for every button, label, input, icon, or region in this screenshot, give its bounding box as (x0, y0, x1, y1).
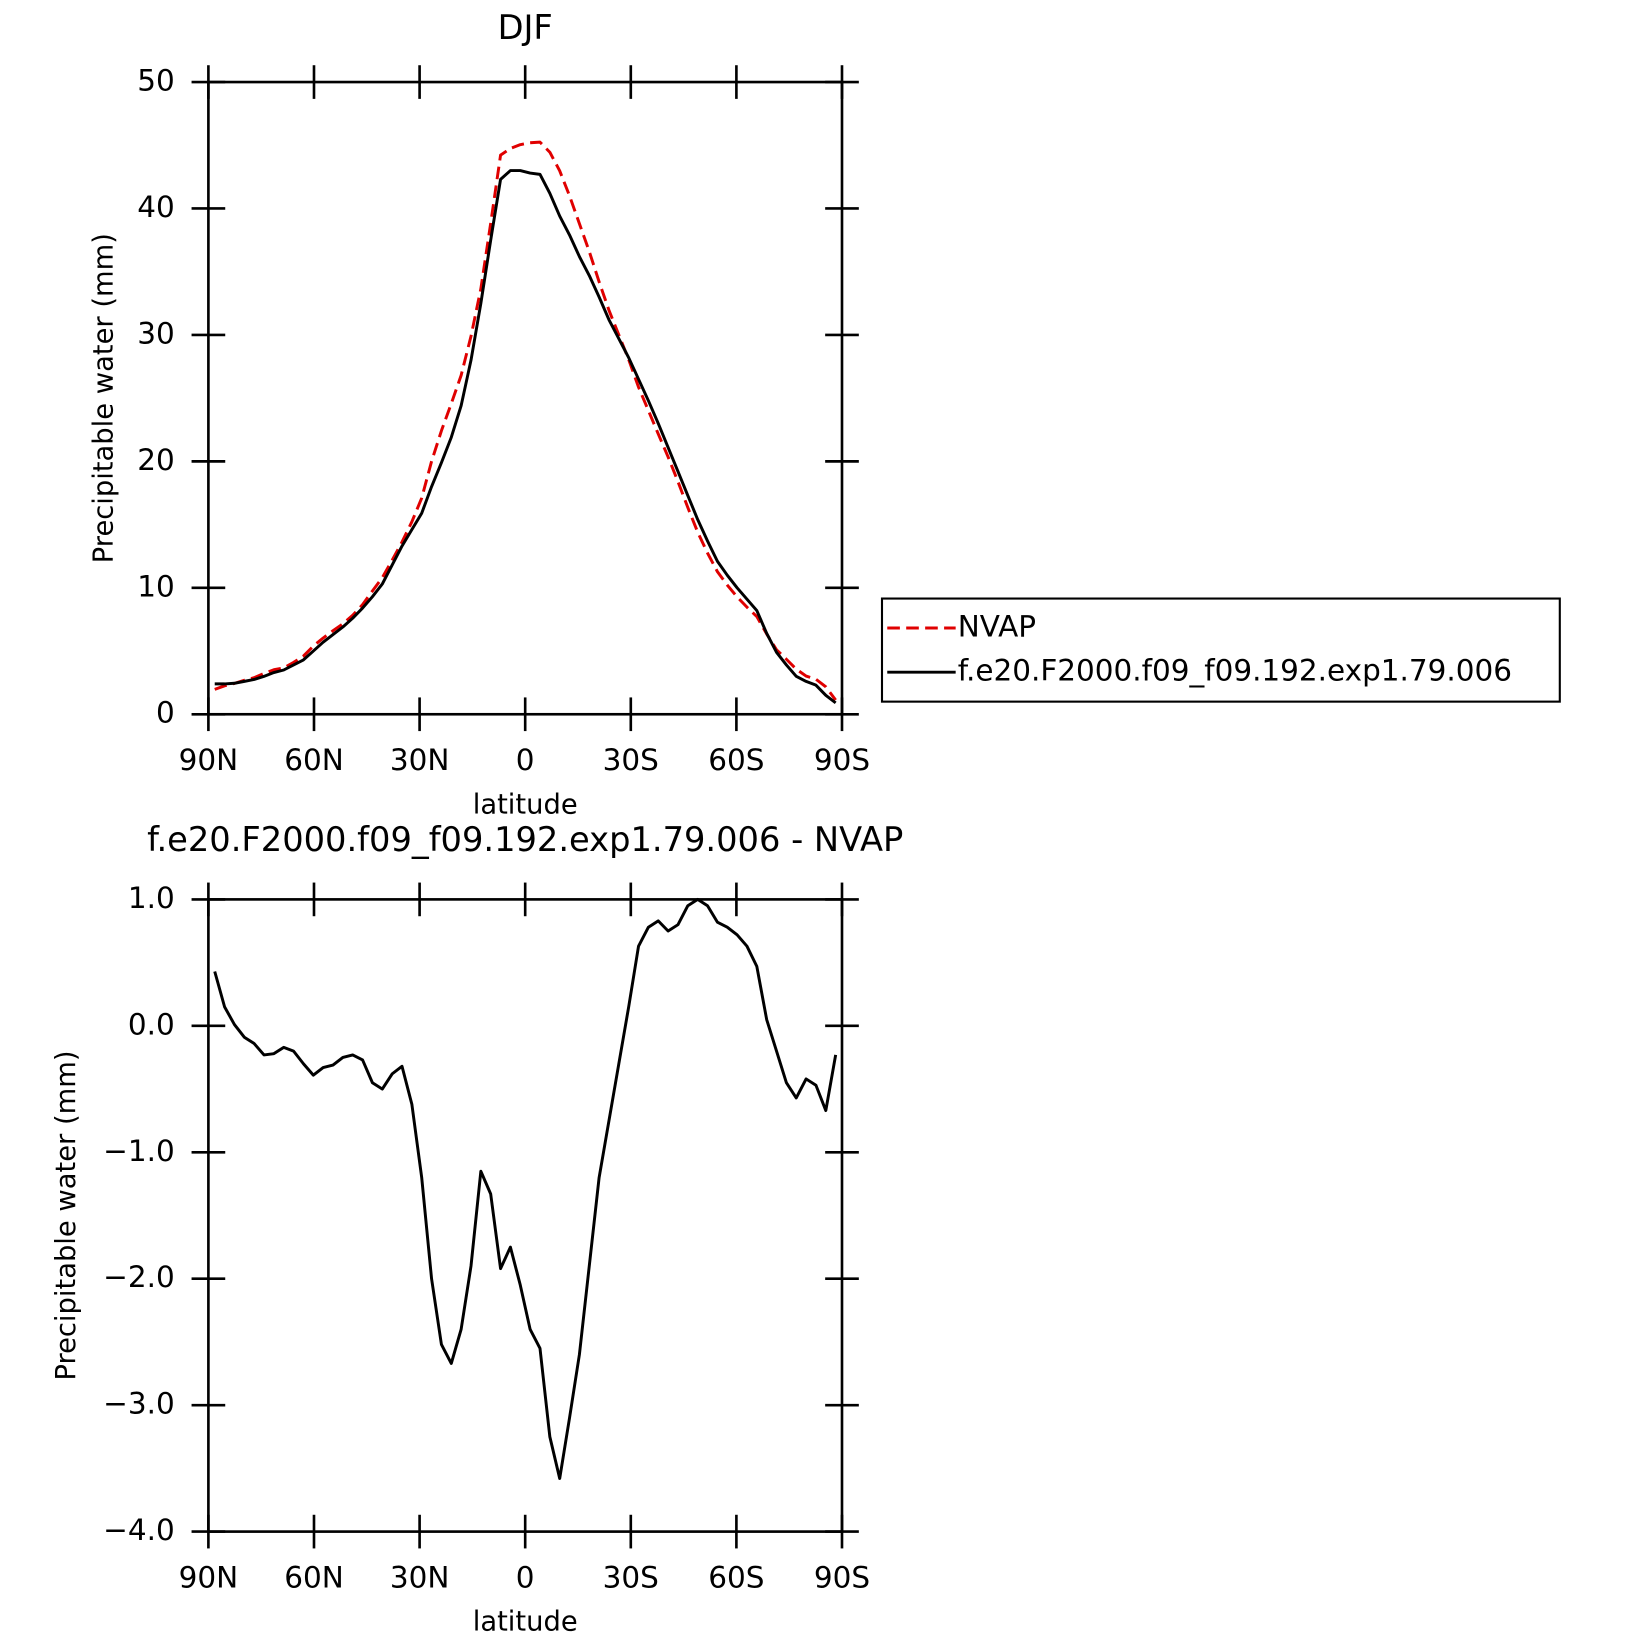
x-tick-label: 90N (179, 1560, 239, 1594)
x-tick-label: 0 (516, 1560, 535, 1594)
y-tick-label: 0.0 (128, 1007, 175, 1041)
y-tick-label: −2.0 (103, 1260, 175, 1294)
data-line (213, 897, 838, 1480)
x-tick-label: 60N (284, 1560, 344, 1594)
y-tick-label: 20 (137, 443, 174, 477)
legend-box (880, 597, 1561, 703)
x-tick-label: 0 (516, 743, 535, 777)
data-line (214, 169, 837, 705)
y-tick-label: −3.0 (103, 1387, 175, 1421)
y-tick-label: 30 (137, 316, 174, 350)
x-axis-label: latitude (473, 789, 578, 820)
y-tick-label: 1.0 (128, 881, 175, 915)
legend: NVAP f.e20.F2000.f09_f09.192.exp1.79.006 (880, 597, 1561, 703)
plot-frame (207, 898, 844, 1533)
x-tick-label: 30N (390, 1560, 450, 1594)
x-tick-label: 60N (284, 743, 344, 777)
x-tick-label: 60S (708, 743, 764, 777)
y-tick-label: 10 (137, 569, 174, 603)
x-tick-label: 30S (603, 1560, 659, 1594)
data-line (214, 140, 837, 701)
y-axis-label: Precipitable water (mm) (51, 1050, 82, 1380)
y-tick-label: 50 (137, 64, 174, 98)
x-tick-label: 90S (814, 743, 870, 777)
y-tick-label: −4.0 (103, 1513, 175, 1547)
plot-frame (207, 80, 844, 716)
chart-title: DJF (498, 8, 553, 47)
x-axis-label: latitude (473, 1607, 578, 1638)
x-tick-label: 30N (390, 743, 450, 777)
y-tick-label: 0 (156, 696, 175, 730)
legend-label: NVAP (958, 610, 1036, 644)
y-tick-label: 40 (137, 190, 174, 224)
y-axis-label: Precipitable water (mm) (89, 233, 120, 563)
x-tick-label: 90S (814, 1560, 870, 1594)
chart-title: f.e20.F2000.f09_f09.192.exp1.79.006 - NV… (147, 820, 903, 859)
x-tick-label: 60S (708, 1560, 764, 1594)
x-tick-label: 30S (603, 743, 659, 777)
y-tick-label: −1.0 (103, 1134, 175, 1168)
legend-label: f.e20.F2000.f09_f09.192.exp1.79.006 (958, 654, 1512, 688)
x-tick-label: 90N (179, 743, 239, 777)
